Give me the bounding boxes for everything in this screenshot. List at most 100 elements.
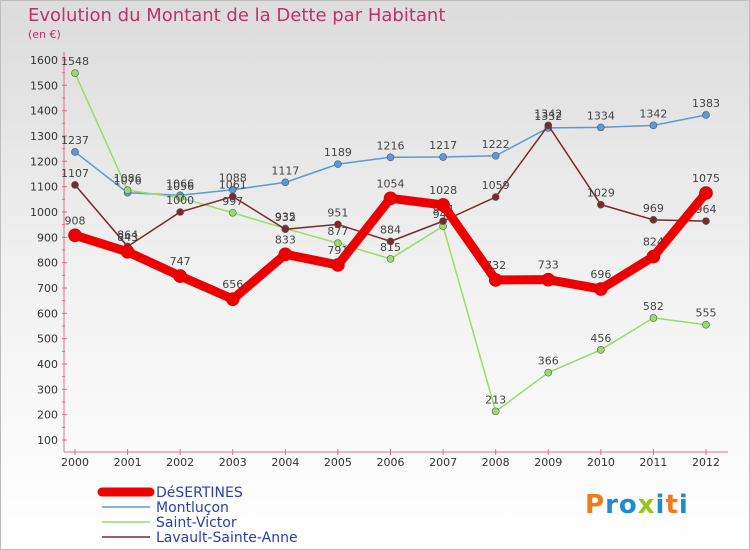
data-label-d-sertines: 1054 [377, 177, 405, 190]
data-label-montlu-on: 1383 [692, 97, 720, 110]
y-tick-label: 100 [37, 434, 58, 447]
data-label-saint-victor: 1056 [166, 180, 194, 193]
data-point-d-sertines [120, 244, 135, 259]
data-label-d-sertines: 732 [485, 259, 506, 272]
data-point-d-sertines [68, 228, 82, 243]
data-point-lavault-sainte-anne [281, 225, 290, 234]
data-point-d-sertines [436, 198, 450, 212]
data-point-d-sertines [646, 249, 661, 264]
data-point-d-sertines [594, 282, 608, 296]
x-tick-label: 2005 [324, 456, 352, 469]
logo-letter: i [678, 490, 689, 520]
x-tick-label: 2012 [692, 456, 720, 469]
x-tick-label: 2010 [587, 456, 615, 469]
data-point-lavault-sainte-anne [544, 121, 553, 130]
data-label-montlu-on: 1076 [114, 175, 142, 188]
data-label-montlu-on: 1216 [377, 139, 405, 152]
data-label-saint-victor: 815 [380, 241, 401, 254]
logo-letter: o [618, 490, 638, 520]
data-point-d-sertines [699, 186, 713, 200]
x-tick-label: 2006 [377, 456, 405, 469]
data-point-montlu-on [702, 111, 710, 119]
data-label-saint-victor: 582 [643, 300, 664, 313]
data-point-d-sertines [173, 269, 187, 283]
data-label-saint-victor: 877 [327, 225, 348, 238]
data-point-saint-victor [386, 255, 395, 263]
y-tick-label: 1000 [30, 206, 58, 219]
y-tick-label: 1500 [30, 79, 58, 92]
data-point-d-sertines [225, 292, 240, 306]
data-point-montlu-on [597, 123, 605, 132]
data-label-d-sertines: 824 [643, 236, 664, 249]
data-point-lavault-sainte-anne [176, 208, 184, 216]
data-point-lavault-sainte-anne [439, 217, 447, 225]
data-point-d-sertines [278, 247, 293, 262]
legend-label-d-sertines: DéSERTINES [156, 485, 243, 501]
data-point-saint-victor [649, 314, 658, 322]
x-tick-label: 2004 [271, 456, 299, 469]
data-label-saint-victor: 213 [485, 393, 506, 406]
data-label-lavault-sainte-anne: 884 [380, 223, 401, 236]
data-point-montlu-on [439, 153, 447, 161]
y-tick-label: 1100 [30, 181, 58, 194]
data-label-saint-victor: 456 [590, 332, 611, 345]
data-label-montlu-on: 1334 [587, 109, 615, 122]
data-point-montlu-on [491, 151, 500, 160]
data-label-montlu-on: 1332 [534, 110, 562, 123]
data-point-saint-victor [334, 239, 342, 247]
data-point-saint-victor [123, 186, 132, 195]
legend-label-lavault-sainte-anne: Lavault-Sainte-Anne [156, 530, 298, 546]
data-point-montlu-on [649, 121, 658, 130]
data-label-d-sertines: 833 [275, 233, 296, 246]
y-tick-label: 1400 [30, 105, 58, 118]
y-tick-label: 200 [37, 409, 58, 422]
y-tick-label: 1600 [30, 54, 58, 67]
data-label-montlu-on: 1189 [324, 146, 352, 159]
data-point-lavault-sainte-anne [597, 200, 605, 209]
data-point-saint-victor [228, 208, 237, 217]
data-label-lavault-sainte-anne: 969 [643, 202, 664, 215]
data-label-saint-victor: 366 [538, 355, 559, 368]
data-label-lavault-sainte-anne: 1000 [166, 194, 194, 207]
legend-label-montlu-on: Montluçon [156, 500, 229, 516]
data-label-d-sertines: 747 [170, 255, 191, 268]
x-tick-label: 2001 [114, 456, 142, 469]
data-label-saint-victor: 555 [696, 307, 717, 320]
x-tick-label: 2003 [219, 456, 247, 469]
data-label-montlu-on: 1217 [429, 139, 457, 152]
data-point-d-sertines [541, 272, 556, 287]
data-point-lavault-sainte-anne [649, 216, 658, 224]
x-tick-label: 2000 [61, 456, 89, 469]
data-label-d-sertines: 656 [222, 278, 243, 291]
y-tick-label: 600 [37, 307, 58, 320]
y-tick-label: 900 [37, 231, 58, 244]
data-label-montlu-on: 1117 [271, 164, 299, 177]
logo-letter: P [585, 490, 606, 520]
y-tick-label: 1300 [30, 130, 58, 143]
data-label-montlu-on: 1088 [219, 172, 247, 185]
data-point-montlu-on [71, 148, 79, 156]
data-label-lavault-sainte-anne: 1061 [219, 179, 247, 192]
unit-label: (en €) [28, 28, 61, 41]
data-point-montlu-on [281, 178, 290, 187]
data-label-montlu-on: 1237 [61, 134, 89, 147]
data-point-lavault-sainte-anne [71, 181, 79, 189]
data-label-lavault-sainte-anne: 1029 [587, 187, 615, 200]
data-label-saint-victor: 1086 [114, 172, 142, 185]
data-label-d-sertines: 1028 [429, 184, 457, 197]
x-tick-label: 2002 [166, 456, 194, 469]
data-point-saint-victor [702, 320, 710, 329]
data-label-montlu-on: 1342 [639, 107, 667, 120]
proxiti-logo: Proxiti [585, 490, 689, 520]
data-point-saint-victor [71, 69, 79, 77]
data-label-lavault-sainte-anne: 932 [275, 211, 296, 224]
data-point-d-sertines [331, 258, 345, 272]
data-label-lavault-sainte-anne: 1342 [534, 107, 562, 120]
x-tick-label: 2008 [482, 456, 510, 469]
data-label-d-sertines: 791 [327, 244, 348, 257]
data-point-lavault-sainte-anne [386, 237, 395, 246]
data-label-d-sertines: 733 [538, 259, 559, 272]
chart-title: Evolution du Montant de la Dette par Hab… [28, 5, 446, 26]
data-label-montlu-on: 1222 [482, 138, 510, 151]
